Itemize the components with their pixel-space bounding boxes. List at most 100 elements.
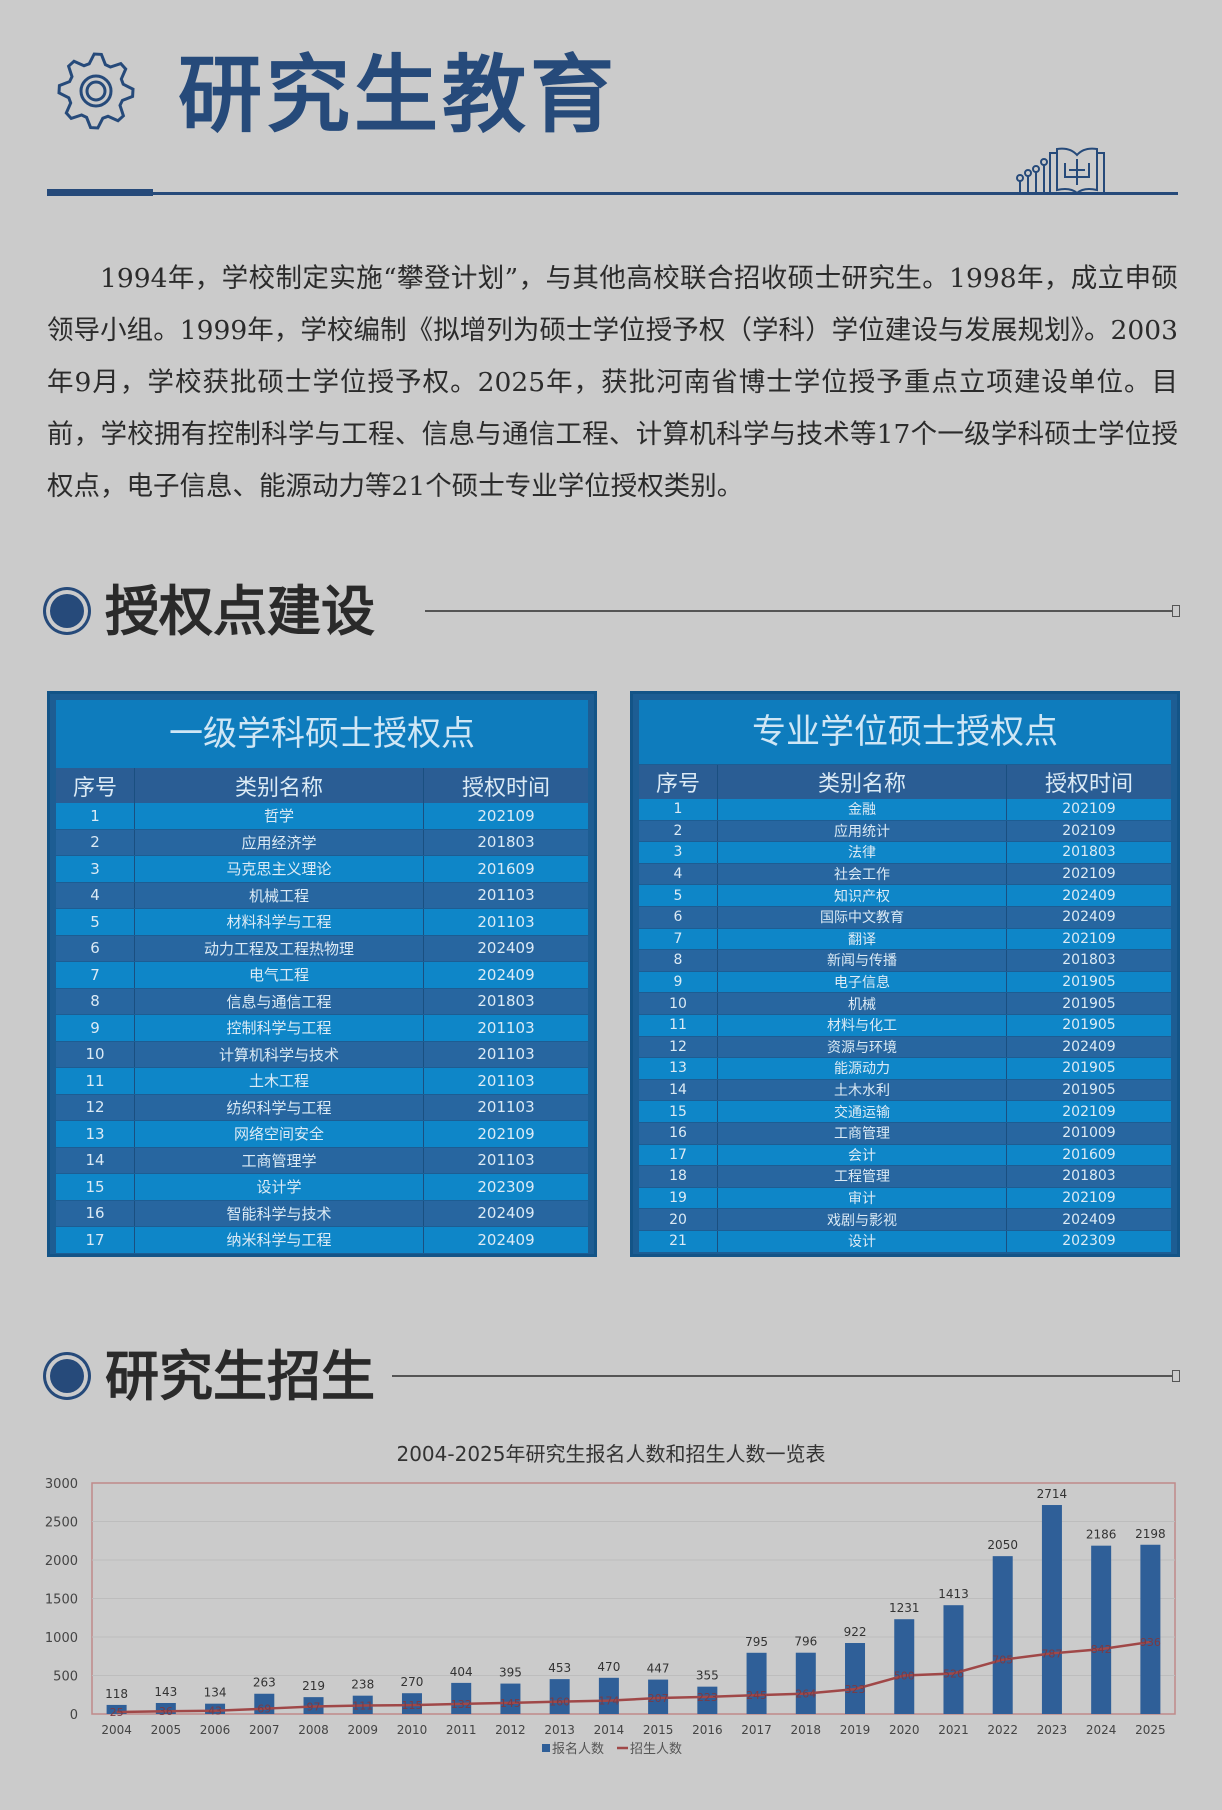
cell-date: 授权时间 — [1044, 772, 1133, 797]
x-tick-label: 2016 — [692, 1723, 723, 1737]
cell-name: 工商管理学 — [135, 1147, 424, 1173]
table-row: 16 智能科学与技术 202409 — [56, 1200, 588, 1226]
cell-name: 计算机科学与技术 — [135, 1041, 424, 1067]
table-row: 20 戏剧与影视 202409 — [639, 1209, 1171, 1230]
section-bullet-icon — [50, 1359, 84, 1393]
cell-date: 202109 — [1062, 930, 1116, 947]
cell-date: 202409 — [477, 939, 535, 958]
cell-date: 201803 — [477, 992, 535, 1011]
x-tick-label: 2017 — [741, 1723, 772, 1737]
x-tick-label: 2011 — [446, 1723, 477, 1737]
cell-name: 土木水利 — [718, 1079, 1007, 1101]
line-label: 787 — [1041, 1647, 1062, 1660]
chart-title: 2004-2025年研究生报名人数和招生人数一览表 — [396, 1442, 826, 1466]
y-tick-label: 2000 — [45, 1554, 78, 1569]
bar-label: 470 — [597, 1660, 620, 1674]
x-tick-label: 2020 — [889, 1723, 920, 1737]
x-tick-label: 2008 — [298, 1723, 329, 1737]
bar — [697, 1686, 718, 1714]
cell-name: 戏剧与影视 — [718, 1209, 1007, 1230]
line-label: 323 — [845, 1683, 866, 1696]
cell-index: 13 — [56, 1121, 135, 1147]
cell-index: 15 — [56, 1174, 135, 1200]
cell-name: 动力工程及工程热物理 — [135, 935, 424, 961]
bar — [992, 1556, 1013, 1714]
cell-index: 9 — [639, 971, 718, 993]
table-row: 15 交通运输 202109 — [639, 1101, 1171, 1122]
table-title: 专业学位硕士授权点 — [639, 700, 1171, 764]
x-tick-label: 2015 — [643, 1723, 674, 1737]
y-tick-label: 3000 — [45, 1477, 78, 1492]
table-row: 13 能源动力 201905 — [639, 1058, 1171, 1079]
y-tick-label: 500 — [53, 1670, 78, 1685]
x-tick-label: 2004 — [101, 1723, 132, 1737]
cell-index: 9 — [56, 1015, 135, 1041]
cell-index: 14 — [639, 1079, 718, 1101]
cell-date: 202309 — [1062, 1233, 1116, 1250]
cell-date: 201803 — [477, 833, 535, 852]
table-row: 9 控制科学与工程 201103 — [56, 1015, 588, 1041]
cell-date: 202409 — [1062, 1038, 1116, 1055]
header-divider — [47, 192, 1178, 195]
line-label: 111 — [352, 1699, 373, 1712]
cell-name: 金融 — [718, 799, 1007, 820]
line-label: 174 — [598, 1695, 619, 1708]
line-label: 500 — [894, 1670, 915, 1683]
y-tick-label: 0 — [70, 1708, 78, 1723]
cell-index: 5 — [56, 909, 135, 935]
bar-label: 143 — [154, 1685, 177, 1699]
line-label: 36 — [159, 1705, 173, 1718]
cell-name: 信息与通信工程 — [135, 988, 424, 1014]
table-row: 3 马克思主义理论 201609 — [56, 856, 588, 882]
bar — [401, 1693, 422, 1714]
cell-name: 工商管理 — [718, 1123, 1007, 1144]
y-tick-label: 1000 — [45, 1631, 78, 1646]
cell-index: 17 — [56, 1227, 135, 1253]
table-row: 18 工程管理 201803 — [639, 1166, 1171, 1187]
bar-label: 355 — [696, 1669, 719, 1683]
table-row: 6 动力工程及工程热物理 202409 — [56, 935, 588, 961]
table-row: 6 国际中文教育 202409 — [639, 907, 1171, 928]
bar — [155, 1702, 176, 1714]
line-label: 705 — [992, 1654, 1013, 1667]
cell-name: 网络空间安全 — [135, 1121, 424, 1147]
table-row: 8 信息与通信工程 201803 — [56, 988, 588, 1014]
cell-name: 纳米科学与工程 — [135, 1227, 424, 1253]
bar — [943, 1605, 964, 1714]
line-label: 160 — [549, 1696, 570, 1709]
bar — [1041, 1505, 1062, 1714]
cell-index: 2 — [56, 829, 135, 855]
table-header-row: 序号 类别名称 授权时间 — [639, 765, 1171, 799]
bar-label: 2198 — [1135, 1527, 1166, 1541]
cell-date: 201103 — [477, 912, 535, 931]
cell-date: 授权时间 — [461, 775, 550, 801]
bar — [549, 1679, 570, 1714]
section-bullet-icon — [50, 594, 84, 628]
x-tick-label: 2023 — [1037, 1723, 1068, 1737]
cell-name: 知识产权 — [718, 885, 1007, 906]
cell-name: 机械 — [718, 993, 1007, 1014]
cell-index: 序号 — [56, 768, 135, 803]
cell-name: 应用经济学 — [135, 829, 424, 855]
cell-index: 3 — [56, 856, 135, 882]
table-row: 3 法律 201803 — [639, 842, 1171, 863]
table-row: 10 机械 201905 — [639, 993, 1171, 1014]
cell-index: 3 — [639, 842, 718, 863]
cell-index: 14 — [56, 1147, 135, 1173]
cell-name: 审计 — [718, 1187, 1007, 1209]
bar — [1140, 1544, 1161, 1714]
cell-name: 控制科学与工程 — [135, 1015, 424, 1041]
bar — [746, 1652, 767, 1714]
cell-index: 19 — [639, 1187, 718, 1209]
table-row: 14 土木水利 201905 — [639, 1079, 1171, 1101]
cell-index: 7 — [639, 928, 718, 950]
cell-date: 201905 — [1062, 1060, 1116, 1077]
line-label: 245 — [746, 1689, 767, 1702]
cell-name: 马克思主义理论 — [135, 856, 424, 882]
cell-name: 智能科学与技术 — [135, 1200, 424, 1226]
table-header-row: 序号 类别名称 授权时间 — [56, 768, 588, 803]
line-label: 132 — [451, 1698, 472, 1711]
gear-icon — [57, 52, 135, 130]
cell-name: 机械工程 — [135, 882, 424, 908]
